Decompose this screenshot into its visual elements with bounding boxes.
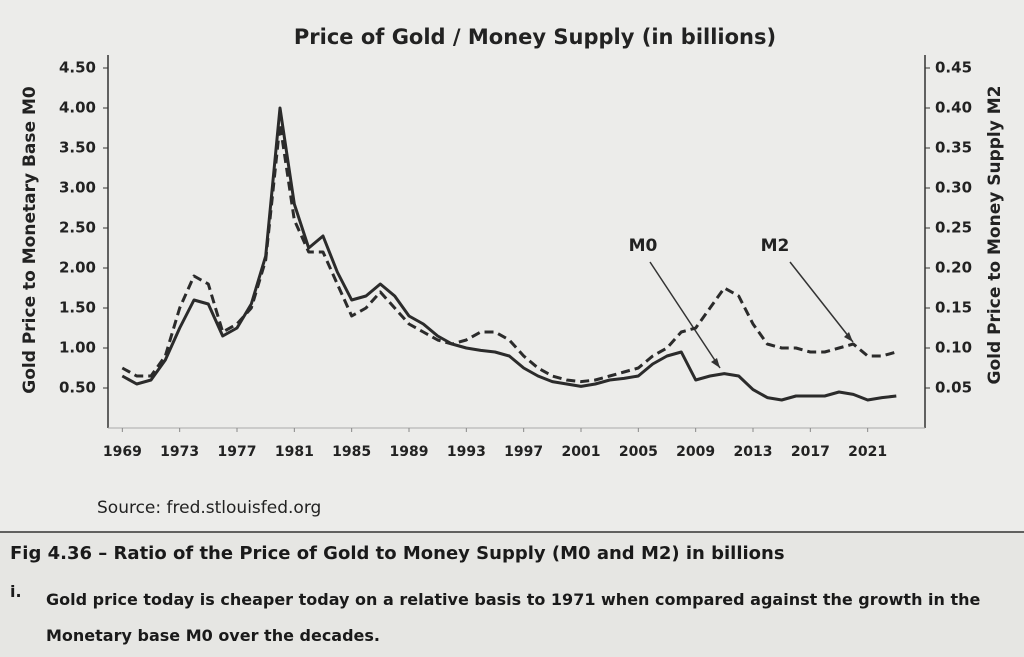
data-line	[121, 106, 897, 402]
y2-tick-label: 0.05	[935, 379, 972, 397]
y-tick-label: 3.00	[59, 179, 96, 197]
x-tick-label: 1993	[447, 444, 486, 460]
x-tick-label: 1973	[160, 444, 199, 460]
data-line	[121, 122, 897, 384]
x-tick-label: 2009	[676, 444, 715, 460]
chart-background	[0, 0, 1024, 532]
y2-tick-label: 0.45	[935, 59, 972, 77]
y-tick-label: 0.50	[59, 379, 96, 397]
y2-tick-label: 0.35	[935, 139, 972, 157]
x-tick-label: 1977	[218, 444, 257, 460]
annotation: M2	[761, 236, 790, 256]
x-tick-label: 2017	[791, 444, 830, 460]
y2-tick-label: 0.25	[935, 219, 972, 237]
note-text: Gold price today is cheaper today on a r…	[46, 590, 981, 645]
y-tick-label: 2.00	[59, 259, 96, 277]
y2-tick-label: 0.30	[935, 179, 972, 197]
source: Source: fred.stlouisfed.org	[97, 498, 321, 518]
y2-tick-label: 0.15	[935, 299, 972, 317]
x-tick-label: 2013	[734, 444, 773, 460]
annotation: M0	[629, 236, 658, 256]
x-tick-label: 2005	[619, 444, 658, 460]
y-tick-label: 1.00	[59, 339, 96, 357]
x-tick-label: 2001	[562, 444, 601, 460]
y2-tick-label: 0.10	[935, 339, 972, 357]
x-tick-label: 1985	[332, 444, 371, 460]
annotation-arrow	[789, 261, 854, 343]
y-tick-label: 2.50	[59, 219, 96, 237]
y2-tick-label: 0.40	[935, 99, 972, 117]
y-tick-label: 4.00	[59, 99, 96, 117]
y2-axis-label: Gold Price to Money Supply M2	[985, 86, 1005, 385]
x-tick-label: 1997	[504, 444, 543, 460]
y-tick-label: 3.50	[59, 139, 96, 157]
arrow-head	[844, 332, 853, 342]
x-tick-label: 1969	[103, 444, 142, 460]
annotation-arrow	[649, 261, 721, 369]
x-tick-label: 1981	[275, 444, 314, 460]
caption: Fig 4.36 – Ratio of the Price of Gold to…	[10, 543, 785, 564]
note-marker: i.	[10, 582, 22, 601]
y-tick-label: 1.50	[59, 299, 96, 317]
y-axis-label: Gold Price to Monetary Base M0	[20, 86, 40, 394]
y-tick-label: 4.50	[59, 59, 96, 77]
chart-title: Price of Gold / Money Supply (in billion…	[294, 25, 776, 49]
x-tick-label: 2021	[848, 444, 887, 460]
x-tick-label: 1989	[390, 444, 429, 460]
y2-tick-label: 0.20	[935, 259, 972, 277]
arrow-head	[711, 358, 720, 368]
